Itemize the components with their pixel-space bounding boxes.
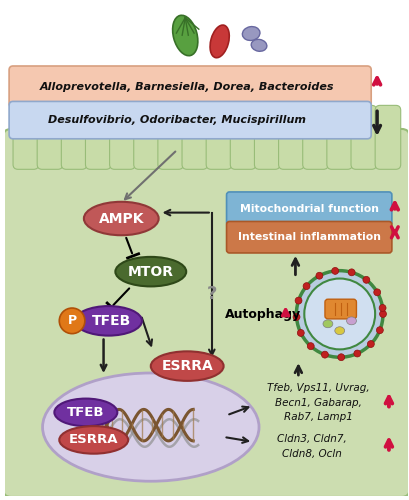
FancyBboxPatch shape bbox=[134, 106, 160, 170]
Circle shape bbox=[59, 308, 85, 334]
Ellipse shape bbox=[84, 202, 159, 235]
Text: Alloprevotella, Barnesiella, Dorea, Bacteroides: Alloprevotella, Barnesiella, Dorea, Bact… bbox=[40, 82, 335, 92]
Circle shape bbox=[332, 268, 339, 274]
FancyBboxPatch shape bbox=[351, 106, 377, 170]
Text: TFEB: TFEB bbox=[67, 406, 105, 419]
Ellipse shape bbox=[43, 373, 259, 481]
FancyBboxPatch shape bbox=[227, 222, 392, 253]
Text: MTOR: MTOR bbox=[128, 264, 174, 278]
Ellipse shape bbox=[323, 320, 333, 328]
Circle shape bbox=[374, 289, 381, 296]
Ellipse shape bbox=[210, 25, 229, 58]
FancyBboxPatch shape bbox=[227, 192, 392, 226]
Ellipse shape bbox=[115, 257, 186, 286]
Circle shape bbox=[293, 314, 300, 320]
Text: TFEB: TFEB bbox=[92, 314, 131, 328]
Circle shape bbox=[321, 351, 328, 358]
Circle shape bbox=[304, 278, 375, 349]
Circle shape bbox=[348, 269, 355, 276]
Ellipse shape bbox=[251, 40, 267, 52]
Circle shape bbox=[379, 304, 386, 312]
Ellipse shape bbox=[243, 26, 260, 40]
FancyBboxPatch shape bbox=[37, 106, 63, 170]
FancyBboxPatch shape bbox=[230, 106, 256, 170]
Text: Mitochondrial function: Mitochondrial function bbox=[240, 204, 379, 214]
Text: Intestinal inflammation: Intestinal inflammation bbox=[238, 232, 381, 242]
Circle shape bbox=[354, 350, 361, 357]
Circle shape bbox=[367, 340, 374, 347]
Circle shape bbox=[307, 342, 314, 349]
Text: Tfeb, Vps11, Uvrag,
Becn1, Gabarap,
Rab7, Lamp1: Tfeb, Vps11, Uvrag, Becn1, Gabarap, Rab7… bbox=[267, 382, 369, 422]
FancyBboxPatch shape bbox=[279, 106, 304, 170]
FancyBboxPatch shape bbox=[254, 106, 280, 170]
Text: AMPK: AMPK bbox=[99, 212, 144, 226]
Circle shape bbox=[376, 326, 383, 334]
FancyBboxPatch shape bbox=[85, 106, 111, 170]
FancyBboxPatch shape bbox=[3, 129, 409, 497]
Ellipse shape bbox=[59, 426, 128, 454]
Ellipse shape bbox=[151, 352, 224, 381]
Ellipse shape bbox=[173, 16, 198, 56]
FancyBboxPatch shape bbox=[158, 106, 184, 170]
Ellipse shape bbox=[346, 317, 357, 325]
FancyBboxPatch shape bbox=[61, 106, 87, 170]
Text: ESRRA: ESRRA bbox=[69, 434, 119, 446]
FancyBboxPatch shape bbox=[9, 102, 371, 139]
Circle shape bbox=[295, 297, 302, 304]
Ellipse shape bbox=[75, 306, 142, 336]
Circle shape bbox=[380, 310, 387, 318]
FancyBboxPatch shape bbox=[325, 299, 357, 319]
Ellipse shape bbox=[54, 398, 117, 426]
Circle shape bbox=[363, 276, 370, 283]
Text: ESRRA: ESRRA bbox=[161, 359, 213, 373]
FancyBboxPatch shape bbox=[182, 106, 208, 170]
FancyBboxPatch shape bbox=[110, 106, 135, 170]
FancyBboxPatch shape bbox=[303, 106, 328, 170]
FancyBboxPatch shape bbox=[375, 106, 401, 170]
Text: Autophagy: Autophagy bbox=[225, 308, 301, 322]
FancyBboxPatch shape bbox=[327, 106, 353, 170]
Text: Cldn3, Cldn7,
Cldn8, Ocln: Cldn3, Cldn7, Cldn8, Ocln bbox=[277, 434, 347, 459]
Text: P: P bbox=[67, 314, 76, 328]
FancyBboxPatch shape bbox=[13, 106, 38, 170]
FancyBboxPatch shape bbox=[206, 106, 232, 170]
Text: Desulfovibrio, Odoribacter, Mucispirillum: Desulfovibrio, Odoribacter, Mucispirillu… bbox=[48, 115, 306, 125]
Circle shape bbox=[303, 282, 310, 290]
Ellipse shape bbox=[335, 326, 345, 334]
Circle shape bbox=[297, 330, 304, 336]
Circle shape bbox=[338, 354, 345, 360]
FancyBboxPatch shape bbox=[9, 66, 371, 108]
Circle shape bbox=[297, 270, 383, 358]
Text: ?: ? bbox=[207, 286, 217, 304]
Circle shape bbox=[316, 272, 323, 279]
